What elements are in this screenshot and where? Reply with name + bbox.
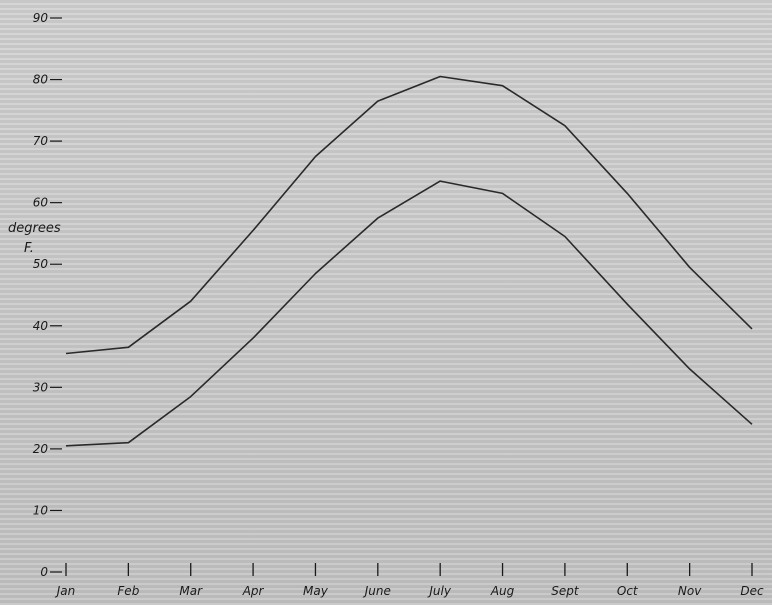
y-tick-label: 50 xyxy=(33,257,49,271)
series-line-1 xyxy=(65,75,753,355)
x-tick-label: Oct xyxy=(617,584,639,598)
x-tick-label: Mar xyxy=(179,584,203,598)
x-tick-label: Nov xyxy=(678,584,702,598)
x-tick-label: Dec xyxy=(740,584,764,598)
x-tick-label: Sept xyxy=(551,584,580,598)
x-tick-label: July xyxy=(427,584,451,598)
series-line-2 xyxy=(65,180,753,447)
y-tick-label: 90 xyxy=(33,11,49,25)
x-tick-label: May xyxy=(303,584,329,598)
y-tick-label: 40 xyxy=(33,319,49,333)
x-tick-label: Aug xyxy=(490,584,515,598)
y-axis-label-line2: F. xyxy=(24,241,34,256)
y-axis-label-line1: degrees xyxy=(8,221,61,236)
y-tick-label: 70 xyxy=(33,134,49,148)
y-tick-label: 0 xyxy=(40,565,48,579)
x-tick-label: Jan xyxy=(55,584,76,598)
x-tick-label: Feb xyxy=(117,584,139,598)
x-tick-label: June xyxy=(363,584,391,598)
y-tick-label: 20 xyxy=(33,442,49,456)
y-tick-label: 80 xyxy=(33,73,49,87)
y-tick-label: 10 xyxy=(33,503,49,517)
x-tick-label: Apr xyxy=(242,584,265,598)
y-tick-label: 60 xyxy=(33,196,49,210)
y-tick-label: 30 xyxy=(33,380,49,394)
